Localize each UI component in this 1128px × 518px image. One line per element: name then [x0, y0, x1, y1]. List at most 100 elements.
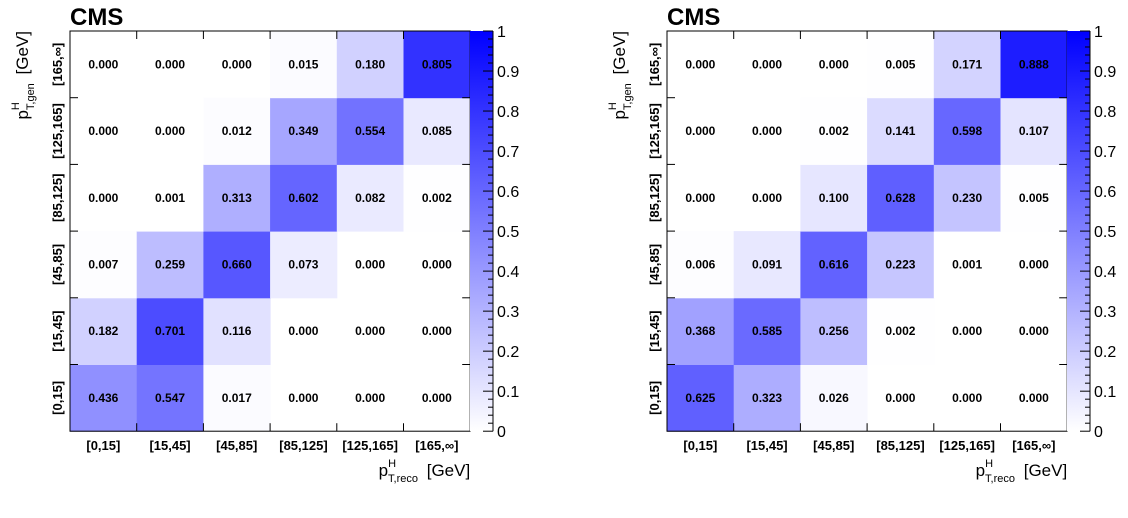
x-axis-title: pH T,reco [GeV]: [379, 458, 471, 485]
cell-value-label: 0.107: [1019, 124, 1049, 138]
heatmap-panel-2: 0.625 0.323 0.026 0.000 0.000 0.000 0.368 0.585…: [607, 4, 1116, 485]
colorbar-tick-label: 0.5: [1094, 224, 1116, 241]
heatmap-cell: [336, 97, 404, 165]
cell-value-label: 0.805: [422, 57, 452, 71]
heatmap-cell: [403, 164, 471, 232]
heatmap-cell: [733, 231, 801, 299]
y-axis-unit: [GeV]: [610, 31, 629, 79]
cell-value-label: 0.015: [288, 57, 318, 71]
cell-value-label: 0.171: [952, 57, 982, 71]
cell-value-label: 0.436: [88, 391, 118, 405]
cell-value-label: 0.012: [222, 124, 252, 138]
cell-value-label: 0.000: [752, 124, 782, 138]
cell-value-label: 0.000: [752, 191, 782, 205]
cell-value-label: 0.002: [422, 191, 452, 205]
colorbar: [470, 31, 493, 432]
colorbar: [1067, 31, 1090, 432]
cell-value-label: 0.628: [885, 191, 915, 205]
heatmap-cell: [733, 364, 801, 432]
colorbar-tick-label: 0.7: [1094, 144, 1116, 161]
heatmap-cell: [867, 31, 935, 99]
heatmap-cell: [336, 31, 404, 99]
cell-value-label: 0.002: [819, 124, 849, 138]
x-tick-label: [0,15]: [86, 438, 120, 453]
cell-value-label: 0.000: [288, 324, 318, 338]
cell-value-label: 0.323: [752, 391, 782, 405]
y-axis-title: pH T,gen [GeV]: [607, 31, 634, 120]
x-axis-symbol: p: [379, 461, 388, 480]
cell-value-label: 0.180: [355, 57, 385, 71]
cell-value-label: 0.000: [355, 324, 385, 338]
cell-value-label: 0.223: [885, 257, 915, 271]
heatmap-cell: [933, 164, 1001, 232]
cell-value-label: 0.116: [222, 324, 252, 338]
heatmap-cell: [867, 164, 935, 232]
y-tick-label: [0,15]: [647, 381, 662, 415]
cell-value-label: 0.000: [752, 57, 782, 71]
cell-value-label: 0.547: [155, 391, 185, 405]
x-axis-unit: [GeV]: [1019, 461, 1067, 480]
heatmap-cell: [270, 97, 338, 165]
heatmap-cell: [336, 164, 404, 232]
heatmap-cell: [403, 31, 471, 99]
heatmap-cell: [800, 164, 868, 232]
experiment-label: CMS: [70, 4, 123, 31]
colorbar-tick-label: 0.9: [497, 64, 519, 81]
y-tick-label: [45,85]: [50, 244, 65, 285]
colorbar-tick-label: 0.8: [1094, 104, 1116, 121]
cell-value-label: 0.182: [88, 324, 118, 338]
x-tick-label: [165,∞]: [415, 438, 458, 453]
heatmap-cell: [203, 231, 271, 299]
cell-value-label: 0.585: [752, 324, 782, 338]
y-axis-subscript: T,gen: [25, 83, 37, 110]
y-axis-title: pH T,gen [GeV]: [10, 31, 37, 120]
heatmap-cell: [667, 364, 735, 432]
cell-value-label: 0.000: [952, 391, 982, 405]
heatmap-cell: [203, 97, 271, 165]
cell-value-label: 0.000: [885, 391, 915, 405]
cell-value-label: 0.005: [1019, 191, 1049, 205]
x-axis-unit: [GeV]: [422, 461, 470, 480]
colorbar-tick-label: 0.9: [1094, 64, 1116, 81]
colorbar-tick-label: 0.2: [497, 344, 519, 361]
cell-value-label: 0.000: [355, 391, 385, 405]
cell-value-label: 0.000: [685, 57, 715, 71]
y-tick-label: [15,45]: [647, 311, 662, 352]
y-tick-label: [15,45]: [50, 311, 65, 352]
cell-value-label: 0.000: [1019, 257, 1049, 271]
cell-value-label: 0.007: [88, 257, 118, 271]
colorbar-tick-label: 0.6: [1094, 184, 1116, 201]
y-axis-superscript: H: [607, 102, 619, 110]
colorbar-tick-label: 0.8: [497, 104, 519, 121]
heatmap-cell: [70, 231, 138, 299]
heatmap-cell: [733, 297, 801, 365]
cell-value-label: 0.000: [88, 191, 118, 205]
y-axis-symbol: p: [610, 110, 629, 119]
y-axis-superscript: H: [10, 102, 22, 110]
heatmap-cell: [1000, 164, 1068, 232]
cell-value-label: 0.073: [288, 257, 318, 271]
cell-value-label: 0.017: [222, 391, 252, 405]
cell-value-label: 0.002: [885, 324, 915, 338]
cell-value-label: 0.368: [685, 324, 715, 338]
cell-value-label: 0.256: [819, 324, 849, 338]
heatmap-cell: [667, 297, 735, 365]
cell-value-label: 0.616: [819, 257, 849, 271]
heatmap-cell: [403, 97, 471, 165]
colorbar-tick-label: 0.4: [497, 264, 519, 281]
experiment-label: CMS: [667, 4, 720, 31]
colorbar-tick-label: 0.2: [1094, 344, 1116, 361]
cell-value-label: 0.660: [222, 257, 252, 271]
x-tick-label: [45,85]: [216, 438, 257, 453]
cell-value-label: 0.085: [422, 124, 452, 138]
cell-value-label: 0.091: [752, 257, 782, 271]
cell-value-label: 0.001: [155, 191, 185, 205]
heatmap-cell: [270, 31, 338, 99]
colorbar-tick-label: 0.7: [497, 144, 519, 161]
x-axis-superscript: H: [388, 458, 396, 470]
x-tick-label: [85,125]: [876, 438, 924, 453]
cell-value-label: 0.005: [885, 57, 915, 71]
heatmap-cell: [800, 364, 868, 432]
